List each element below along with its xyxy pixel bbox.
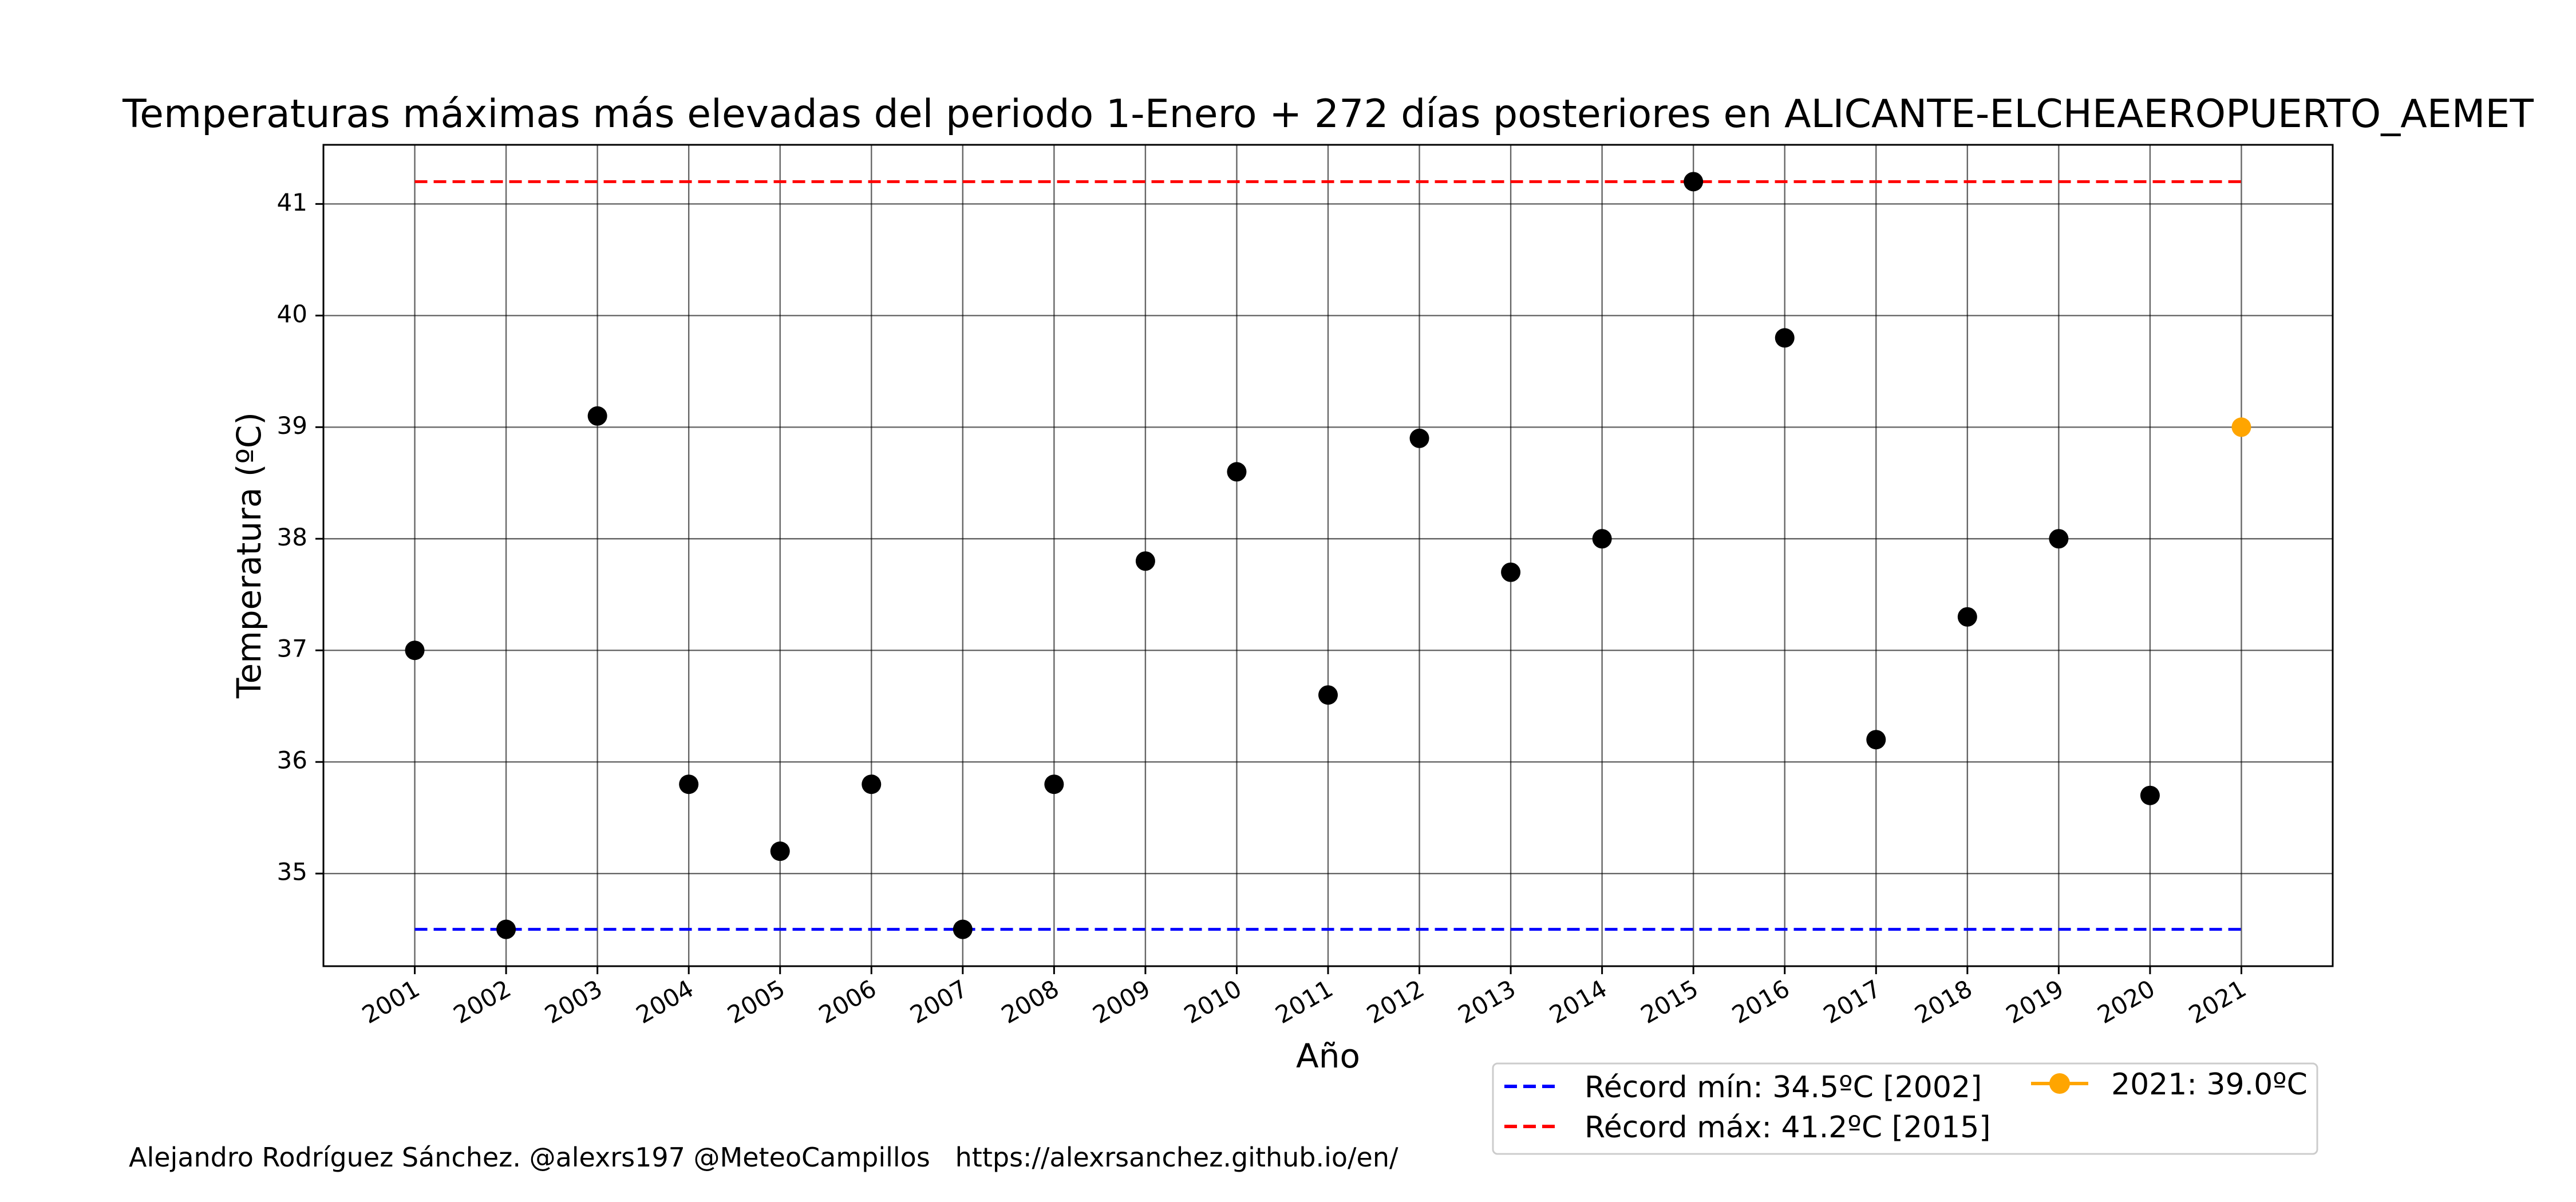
legend-min-label: Récord mín: 34.5ºC [2002] — [1585, 1070, 1982, 1105]
data-point — [679, 774, 699, 794]
x-tick-label: 2012 — [1362, 974, 1429, 1029]
x-tick-label: 2011 — [1271, 974, 1338, 1029]
data-point — [1775, 328, 1795, 348]
data-point — [1957, 607, 1977, 627]
data-point — [1866, 730, 1886, 750]
x-tick-label: 2008 — [997, 974, 1064, 1029]
y-tick-label: 35 — [277, 858, 307, 886]
data-point — [862, 774, 882, 794]
x-tick-label: 2002 — [449, 974, 516, 1029]
data-point — [1501, 562, 1521, 582]
x-tick-label: 2013 — [1453, 974, 1520, 1029]
x-tick-label: 2004 — [631, 974, 698, 1029]
x-tick-label: 2014 — [1544, 974, 1611, 1029]
data-point — [587, 406, 607, 426]
footer-credit: Alejandro Rodríguez Sánchez. @alexrs197 … — [129, 1142, 1398, 1173]
x-tick-label: 2021 — [2184, 974, 2251, 1029]
data-point-2021 — [2231, 417, 2251, 437]
data-point — [770, 841, 790, 861]
reference-lines — [414, 180, 2242, 931]
x-tick-label: 2006 — [814, 974, 881, 1029]
data-point — [1318, 685, 1338, 705]
chart-title: Temperaturas máximas más elevadas del pe… — [122, 92, 2534, 137]
grid — [323, 145, 2333, 966]
legend-max-label: Récord máx: 41.2ºC [2015] — [1585, 1110, 1991, 1145]
data-point — [1592, 529, 1612, 549]
legend-2021-label: 2021: 39.0ºC — [2111, 1067, 2308, 1102]
data-point — [1044, 774, 1064, 794]
x-axis-ticks: 2001 2002 2003 2004 2005 2006 2007 2008 2009 2010… — [357, 966, 2251, 1029]
data-point — [1227, 462, 1247, 482]
data-point — [953, 919, 973, 939]
data-point — [405, 640, 425, 661]
y-tick-label: 38 — [277, 523, 307, 551]
x-tick-label: 2015 — [1636, 974, 1703, 1029]
x-tick-label: 2005 — [722, 974, 789, 1029]
data-point — [1135, 551, 1155, 571]
x-tick-label: 2003 — [540, 974, 607, 1029]
x-tick-label: 2019 — [2001, 974, 2068, 1029]
y-tick-label: 39 — [277, 412, 307, 440]
x-axis-label: Año — [1296, 1037, 1360, 1076]
data-point — [2140, 785, 2160, 805]
x-tick-label: 2007 — [905, 974, 972, 1029]
x-tick-label: 2018 — [1910, 974, 1977, 1029]
data-point — [496, 919, 516, 939]
y-axis-label: Temperatura (ºC) — [230, 412, 268, 699]
y-axis-ticks: 35 36 37 38 39 40 41 — [277, 188, 323, 886]
legend-2021-swatch-marker — [2049, 1073, 2070, 1094]
x-tick-label: 2017 — [1819, 974, 1886, 1029]
x-tick-label: 2001 — [357, 974, 424, 1029]
x-tick-label: 2010 — [1179, 974, 1246, 1029]
y-tick-label: 36 — [277, 746, 307, 774]
data-point — [1684, 172, 1704, 192]
x-tick-label: 2020 — [2093, 974, 2160, 1029]
data-points — [405, 172, 2251, 939]
data-point — [1409, 428, 1429, 448]
x-tick-label: 2009 — [1088, 974, 1155, 1029]
y-tick-label: 41 — [277, 188, 307, 216]
x-tick-label: 2016 — [1727, 974, 1794, 1029]
data-point — [2049, 529, 2069, 549]
legend-frame — [1492, 1062, 2318, 1155]
legend: Récord mín: 34.5ºC [2002] Récord máx: 41… — [1492, 1062, 2318, 1155]
y-tick-label: 40 — [277, 300, 307, 328]
y-tick-label: 37 — [277, 635, 307, 663]
